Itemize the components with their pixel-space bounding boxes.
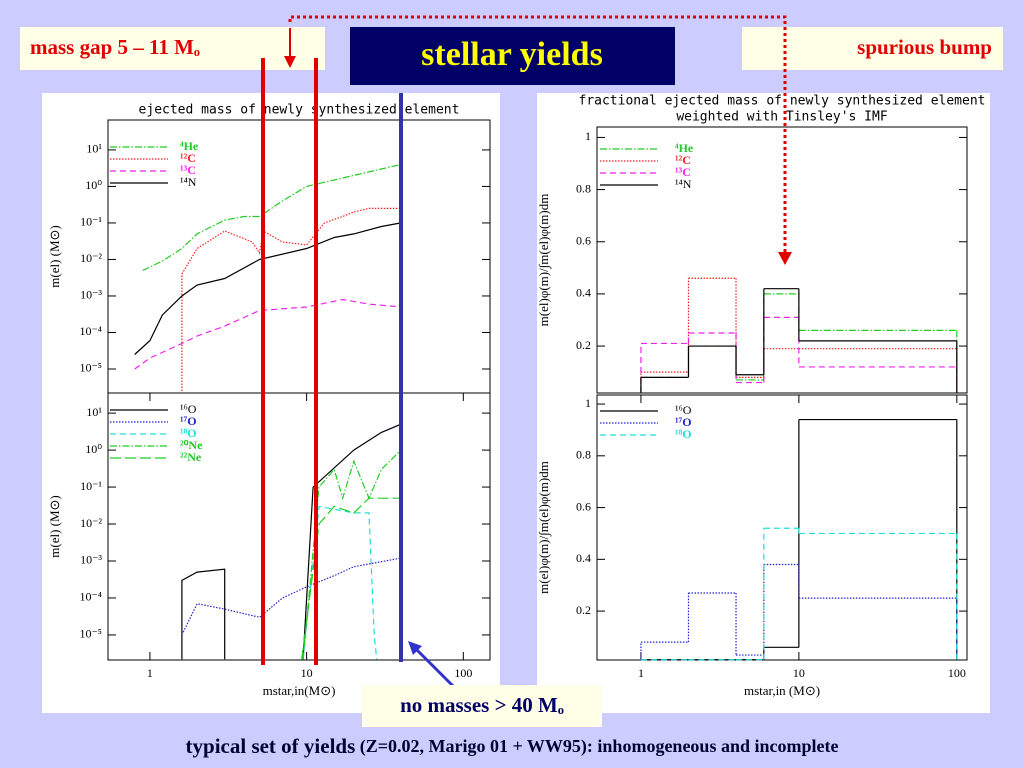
y-tick-label: 0.8 (576, 448, 591, 462)
legend-label: ¹⁷O (180, 414, 197, 428)
arrow-head (284, 56, 296, 68)
legend-label: ¹⁶O (675, 403, 692, 417)
legend-label: ¹⁴N (675, 177, 692, 191)
slide-title: stellar yields (421, 36, 603, 73)
arrow (413, 646, 457, 690)
mass-gap-note: mass gap 5 – 11 Mₒ (30, 35, 200, 59)
y-tick-label: 10⁻³ (80, 288, 102, 302)
y-tick-label: 10⁻⁵ (79, 627, 102, 641)
no-mass-note: no masses > 40 Mₒ (400, 693, 564, 717)
right-panel (537, 93, 990, 713)
x-tick-label: 1 (147, 666, 153, 680)
y-tick-label: 0.4 (576, 286, 591, 300)
series-line (134, 298, 402, 370)
x-tick-label: 100 (454, 666, 472, 680)
legend-label: ¹⁸O (180, 426, 197, 440)
no-mass-box (362, 685, 602, 727)
x-tick-label: 10 (793, 666, 805, 680)
plot-frame (107, 392, 491, 661)
y-tick-label: 10⁻² (80, 516, 102, 530)
bump-note: spurious bump (857, 35, 992, 59)
legend-label: ⁴He (180, 139, 199, 153)
legend-label: ¹⁸O (675, 427, 692, 441)
arrow-head (778, 252, 792, 265)
y-tick-label: 0.6 (576, 499, 591, 513)
series-line (181, 423, 402, 660)
plot-subtitle: weighted with Tinsley's IMF (676, 110, 887, 125)
series-line (142, 163, 402, 271)
legend-label: ⁴He (675, 141, 694, 155)
x-tick-label: 10 (301, 666, 313, 680)
y-tick-label: 10⁻³ (80, 553, 102, 567)
legend-label: ¹²C (675, 153, 691, 167)
y-tick-label: 10⁻¹ (80, 215, 102, 229)
y-tick-label: 10¹ (86, 405, 102, 419)
caption-main: typical set of yields (186, 734, 356, 758)
y-tick-label: 0.4 (576, 551, 591, 565)
plot-title: fractional ejected mass of newly synthes… (579, 94, 986, 109)
series-line (181, 557, 402, 636)
legend-label: ¹³C (180, 163, 196, 177)
y-tick-label: 0.2 (576, 338, 591, 352)
left-panel (42, 93, 500, 713)
y-tick-label: 1 (585, 129, 591, 143)
series-line (302, 505, 378, 660)
x-tick-label: 100 (948, 666, 966, 680)
y-axis-label: m(el) (M⊙) (47, 225, 62, 288)
y-tick-label: 0.2 (576, 603, 591, 617)
y-axis-label: m(el)φ(m)/∫m(el)φ(m)dm (536, 194, 552, 327)
y-tick-label: 10⁻⁴ (79, 324, 102, 338)
y-tick-label: 0.6 (576, 233, 591, 247)
y-axis-label: m(el)φ(m)/∫m(el)φ(m)dm (536, 461, 552, 594)
caption-detail: (Z=0.02, Marigo 01 + WW95): inhomogeneou… (355, 736, 838, 757)
legend-label: ²²Ne (180, 450, 202, 464)
plot-frame (596, 394, 968, 661)
series-line (181, 207, 401, 391)
plots: ejected mass of newly synthesized elemen… (47, 94, 986, 698)
y-tick-label: 10⁻¹ (80, 479, 102, 493)
caption: typical set of yields (Z=0.02, Marigo 01… (186, 734, 839, 758)
y-tick-label: 10¹ (86, 142, 102, 156)
x-tick-label: 1 (638, 666, 644, 680)
y-tick-label: 10⁰ (85, 442, 102, 456)
legend-label: ¹⁷O (675, 415, 692, 429)
arrow-head (408, 641, 422, 655)
series-line (302, 449, 402, 660)
connector (288, 15, 787, 255)
y-tick-label: 10⁻⁵ (79, 361, 102, 375)
plot-title: ejected mass of newly synthesized elemen… (139, 103, 460, 118)
title-box (350, 27, 675, 85)
mass-gap-box (20, 27, 325, 70)
plot-frame (596, 126, 968, 394)
legend-label: ¹⁶O (180, 402, 197, 416)
legend-label: ¹³C (675, 165, 691, 179)
y-tick-label: 10⁰ (85, 178, 102, 192)
y-tick-label: 1 (585, 396, 591, 410)
y-axis-label: m(el) (M⊙) (47, 495, 62, 558)
x-axis-label: mstar,in (M⊙) (744, 683, 820, 698)
y-tick-label: 10⁻⁴ (79, 590, 102, 604)
legend-label: ¹²C (180, 151, 196, 165)
y-tick-label: 0.8 (576, 181, 591, 195)
legend-label: ¹⁴N (180, 175, 197, 189)
series-line (134, 222, 402, 355)
legend-label: ²⁰Ne (180, 438, 203, 452)
y-tick-label: 10⁻² (80, 251, 102, 265)
x-axis-label: mstar,in(M⊙) (263, 683, 336, 698)
